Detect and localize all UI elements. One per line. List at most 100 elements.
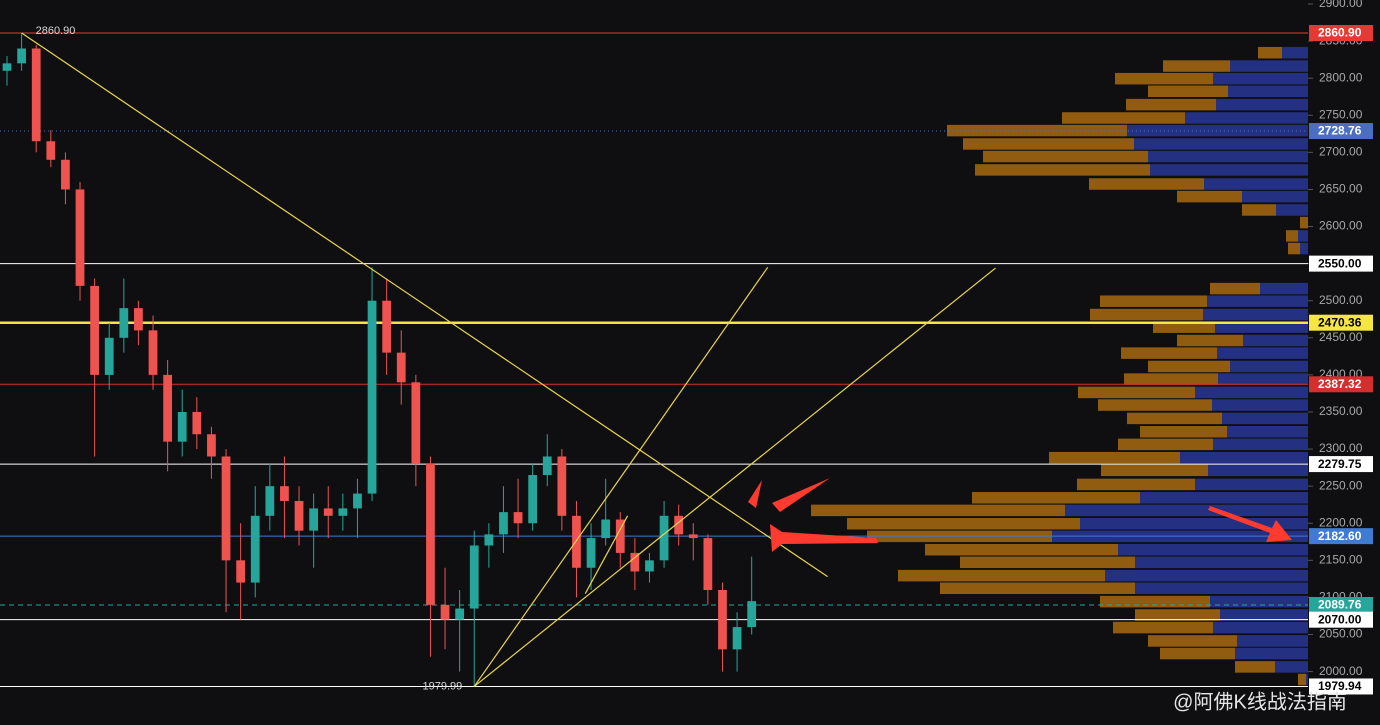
profile-down [1230,60,1308,72]
profile-down [1213,72,1308,85]
candle-body [104,337,114,375]
profile-up [983,150,1148,163]
candle-body [17,48,26,64]
candle-body [688,534,698,539]
level-label-bg [1309,376,1373,393]
y-tick-label: 2650.00 [1319,182,1363,196]
profile-down [1237,635,1308,647]
profile-down [1227,426,1308,438]
trendline [21,32,828,578]
level-label-bg [1309,255,1373,272]
y-tick-label: 2600.00 [1319,219,1363,233]
profile-up [1090,308,1203,321]
profile-down [1298,230,1308,242]
y-tick-label: 2450.00 [1319,330,1363,344]
profile-down [1185,112,1308,124]
trendline [473,266,769,687]
candle-body [265,486,275,516]
level-label: 2387.32 [1318,377,1362,391]
profile-up [1148,85,1228,98]
level-label: 2728.76 [1318,124,1362,138]
candle-body [674,515,684,535]
candle-body [90,285,99,375]
profile-up [960,556,1135,569]
y-tick-label: 2000.00 [1319,664,1363,678]
profile-up [1286,230,1298,242]
candle-body [396,352,406,383]
candle-body [630,552,640,572]
level-label-bg [1309,123,1373,140]
candle-body [148,330,158,375]
level-label: 2470.36 [1318,315,1362,329]
candle-body [119,308,129,338]
y-tick-label: 2500.00 [1319,293,1363,307]
profile-up [1210,282,1260,295]
candle-body [338,508,348,516]
profile-down [1222,412,1308,425]
watermark: @阿佛K线战法指南 [1173,690,1347,713]
candle-body [528,475,538,524]
profile-down [1195,386,1308,399]
profile-up [847,517,1080,530]
profile-down [1150,164,1308,176]
profile-up [1148,360,1230,373]
arrow [748,480,762,508]
profile-down [1180,451,1308,464]
candle-body [382,300,392,353]
profile-down [1276,204,1308,216]
profile-down [1080,517,1308,530]
profile-down [1220,609,1308,621]
profile-down [1213,438,1308,451]
profile-down [1207,295,1308,307]
candle-body [615,519,625,553]
profile-down [1118,543,1308,556]
profile-down [1242,190,1308,203]
candle-body [411,382,421,464]
level-label: 2279.75 [1318,457,1362,471]
level-label: 2860.90 [1318,26,1362,40]
profile-up [1235,661,1275,673]
arrow [1208,506,1292,542]
candle-body [294,500,304,531]
candle-body [513,512,523,524]
profile-up [1177,190,1242,203]
candle-body [250,515,260,583]
profile-up [1121,347,1217,359]
candle-body [163,374,173,442]
profile-down [1282,46,1308,59]
profile-down [1218,373,1308,385]
arrows [748,478,1292,552]
profile-down [1065,504,1308,517]
candle-body [426,463,435,605]
candle-body [207,434,216,457]
candle-body [323,508,333,516]
level-label-bg [1309,611,1373,628]
y-tick-label: 2150.00 [1319,553,1363,567]
candle-body [455,608,465,620]
profile-down [1215,321,1308,333]
profile-down [1306,673,1308,686]
candle-body [747,601,757,628]
candle-body [732,627,742,650]
profile-up [1100,295,1207,307]
level-label-bg [1309,456,1373,473]
profile-down [1216,98,1308,111]
profile-down [1260,282,1308,295]
candle-body [46,141,56,160]
profile-up [1101,464,1208,477]
candle-body [469,545,479,609]
profile-up [1177,334,1243,347]
profile-up [1140,426,1227,438]
profile-up [1049,451,1180,464]
profile-up [1160,647,1235,660]
annotation: 2860.90 [36,25,76,37]
y-tick-label: 2800.00 [1319,70,1363,84]
profile-up [1089,178,1204,190]
profile-down [1235,647,1308,660]
profile-up [1100,595,1210,608]
profile-up [1098,399,1212,411]
y-tick-label: 2200.00 [1319,515,1363,529]
y-tick-label: 2300.00 [1319,441,1363,455]
candle-body [440,604,450,620]
